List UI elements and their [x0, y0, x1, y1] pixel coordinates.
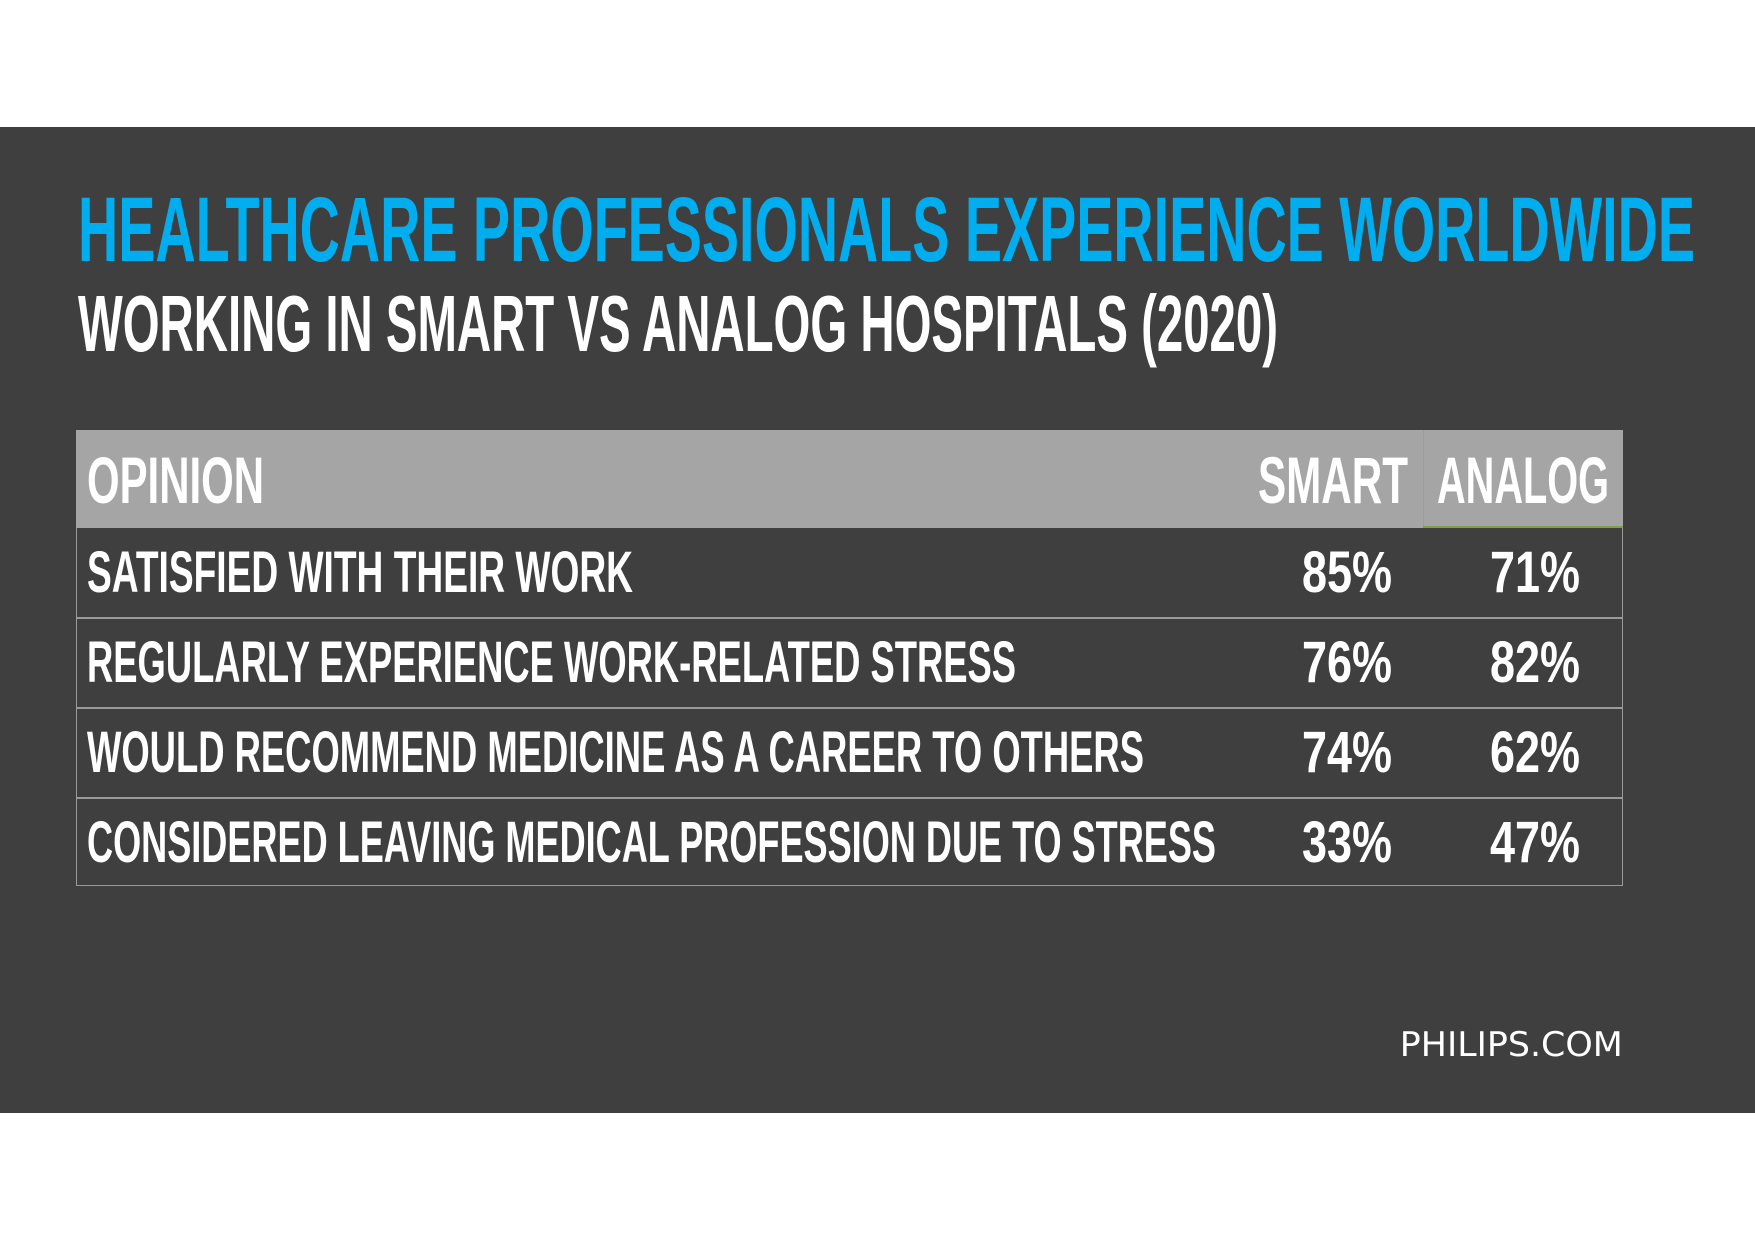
row-divider	[76, 707, 1623, 709]
page-subtitle: WORKING IN SMART VS ANALOG HOSPITALS (20…	[78, 284, 1278, 364]
page-title-text: HEALTHCARE PROFESSIONALS EXPERIENCE WORL…	[78, 179, 1695, 281]
row-smart-value: 76%	[1302, 630, 1393, 695]
row-opinion: REGULARLY EXPERIENCE WORK-RELATED STRESS	[87, 630, 1016, 695]
row-smart-value: 85%	[1302, 540, 1393, 605]
table-header-row	[76, 430, 1623, 528]
row-opinion: CONSIDERED LEAVING MEDICAL PROFESSION DU…	[87, 810, 1216, 875]
row-smart-value: 33%	[1302, 810, 1393, 875]
page-subtitle-text: WORKING IN SMART VS ANALOG HOSPITALS (20…	[78, 279, 1278, 368]
row-analog-value: 47%	[1490, 810, 1581, 875]
header-divider	[1423, 430, 1424, 528]
header-opinion: OPINION	[87, 443, 264, 517]
row-analog-value: 82%	[1490, 630, 1581, 695]
page-title: HEALTHCARE PROFESSIONALS EXPERIENCE WORL…	[78, 184, 1695, 276]
row-smart-value: 74%	[1302, 720, 1393, 785]
dark-panel	[0, 127, 1755, 1113]
row-analog-value: 62%	[1490, 720, 1581, 785]
header-analog: ANALOG	[1437, 443, 1609, 517]
header-underline	[1423, 526, 1623, 528]
row-opinion: WOULD RECOMMEND MEDICINE AS A CAREER TO …	[87, 720, 1144, 785]
source-link[interactable]: PHILIPS.COM	[1400, 1025, 1623, 1065]
row-divider	[76, 797, 1623, 799]
row-opinion: SATISFIED WITH THEIR WORK	[87, 540, 633, 605]
row-analog-value: 71%	[1490, 540, 1581, 605]
row-divider	[76, 617, 1623, 619]
header-smart: SMART	[1258, 443, 1408, 517]
